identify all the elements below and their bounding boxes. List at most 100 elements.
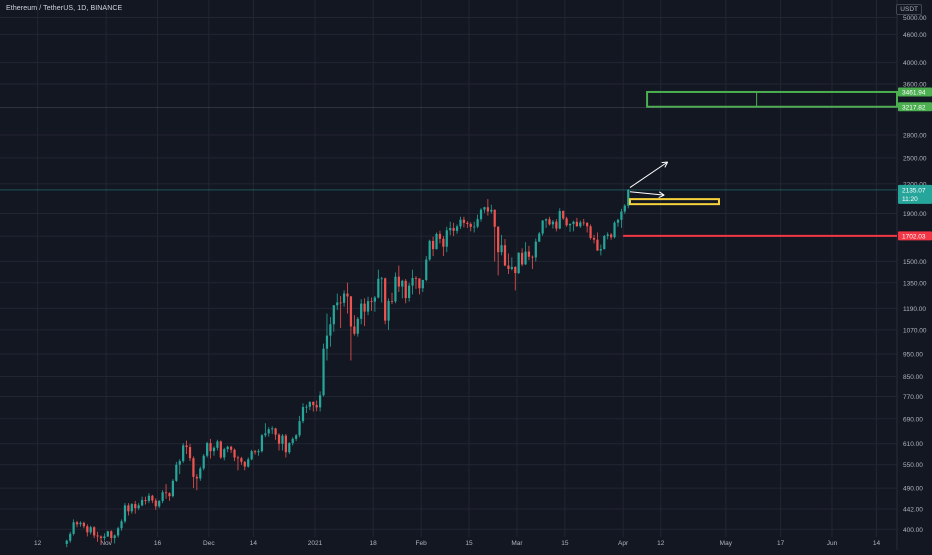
candle (473, 221, 476, 233)
candle-body (260, 435, 264, 452)
candle (315, 400, 318, 412)
candle-body (188, 447, 192, 459)
candle-body (370, 301, 373, 302)
candle-body (219, 441, 222, 458)
candle (110, 530, 113, 542)
candle-body (123, 505, 127, 522)
price-unit-label[interactable]: USDT (896, 4, 922, 15)
candle (253, 449, 257, 455)
candle-body (322, 348, 325, 396)
candle (154, 498, 157, 510)
y-tick-label: 1190.00 (903, 306, 926, 313)
candle (586, 222, 589, 233)
candle (377, 269, 380, 299)
candle-body (503, 245, 507, 266)
candle-body (325, 335, 329, 349)
candle-body (476, 219, 479, 227)
candle-body (483, 207, 486, 210)
candle-body (462, 219, 466, 223)
candle (236, 455, 240, 471)
candle (72, 519, 75, 536)
drawings[interactable] (0, 90, 898, 237)
candle-body (274, 428, 277, 435)
candle (394, 272, 397, 304)
candle-body (113, 535, 116, 539)
candle (623, 204, 626, 214)
target-high-tag-text: 3461.94 (902, 89, 926, 96)
candle-body (315, 405, 318, 408)
candle-body (154, 500, 157, 507)
candle-body (500, 245, 503, 253)
candle (387, 298, 390, 330)
candle-body (158, 500, 161, 507)
candle-body (89, 527, 92, 533)
candle-body (264, 433, 267, 436)
candle-body (349, 296, 353, 327)
candle-body (257, 451, 260, 453)
candle-body (72, 522, 75, 534)
grid (0, 0, 898, 550)
y-tick-label: 1900.00 (903, 211, 927, 218)
entry-zone (628, 198, 720, 206)
candle (572, 220, 575, 232)
candle-body (291, 438, 294, 444)
candle-body (127, 505, 130, 512)
candle (589, 224, 592, 240)
candle (548, 216, 551, 226)
candle-body (401, 280, 404, 287)
candle (86, 524, 89, 537)
candle (397, 265, 400, 292)
candle-body (534, 241, 537, 258)
candle (551, 220, 555, 229)
candle-body (620, 211, 623, 220)
candle (99, 535, 103, 546)
y-tick-label: 490.00 (903, 486, 923, 493)
candle-body (596, 239, 599, 251)
candle (318, 391, 322, 412)
candle-body (250, 451, 253, 460)
time-axis[interactable]: 12 Nov 16 Dec 14 2021 18 Feb 15 Mar 15 Apr 12 May 17 Ju… (34, 540, 880, 547)
candle-body (69, 533, 72, 541)
candle (404, 279, 407, 304)
candle-body (582, 222, 585, 224)
candle-body (555, 221, 558, 229)
candle-body (137, 505, 140, 509)
candle (151, 494, 154, 504)
candle-body (438, 233, 442, 239)
candle (140, 496, 144, 507)
candle (325, 313, 329, 361)
candle (483, 206, 486, 213)
candle (223, 447, 226, 461)
candle-body (616, 219, 620, 223)
target-high-tag: 3461.94 (898, 87, 932, 97)
y-tick-label: 2500.00 (903, 155, 927, 162)
candle-body (363, 303, 366, 312)
price-axis[interactable]: 5000.00 4600.00 4000.00 3600.00 2800.00 2500.… (903, 15, 927, 534)
arrow-right-shaft (629, 191, 665, 196)
candle-body (592, 237, 596, 240)
candle (209, 438, 212, 459)
candle-body (346, 293, 349, 297)
candle (418, 278, 421, 295)
candle-body (452, 228, 455, 231)
candle-body (442, 238, 445, 247)
candle-body (134, 504, 137, 509)
candle-body (223, 449, 226, 458)
candle-body (373, 297, 377, 302)
candle (346, 282, 349, 314)
candle (288, 442, 291, 454)
candle (178, 459, 181, 475)
candle (257, 449, 260, 456)
candle (562, 210, 565, 221)
candle (277, 433, 281, 451)
y-tick-label: 4000.00 (903, 60, 927, 67)
candle-body (524, 251, 527, 265)
candle (274, 427, 277, 440)
candle (216, 439, 219, 451)
candle (93, 526, 96, 539)
candle (596, 232, 599, 251)
current-price-timer: 11:20 (902, 196, 918, 203)
y-tick-label: 5000.00 (903, 15, 927, 22)
